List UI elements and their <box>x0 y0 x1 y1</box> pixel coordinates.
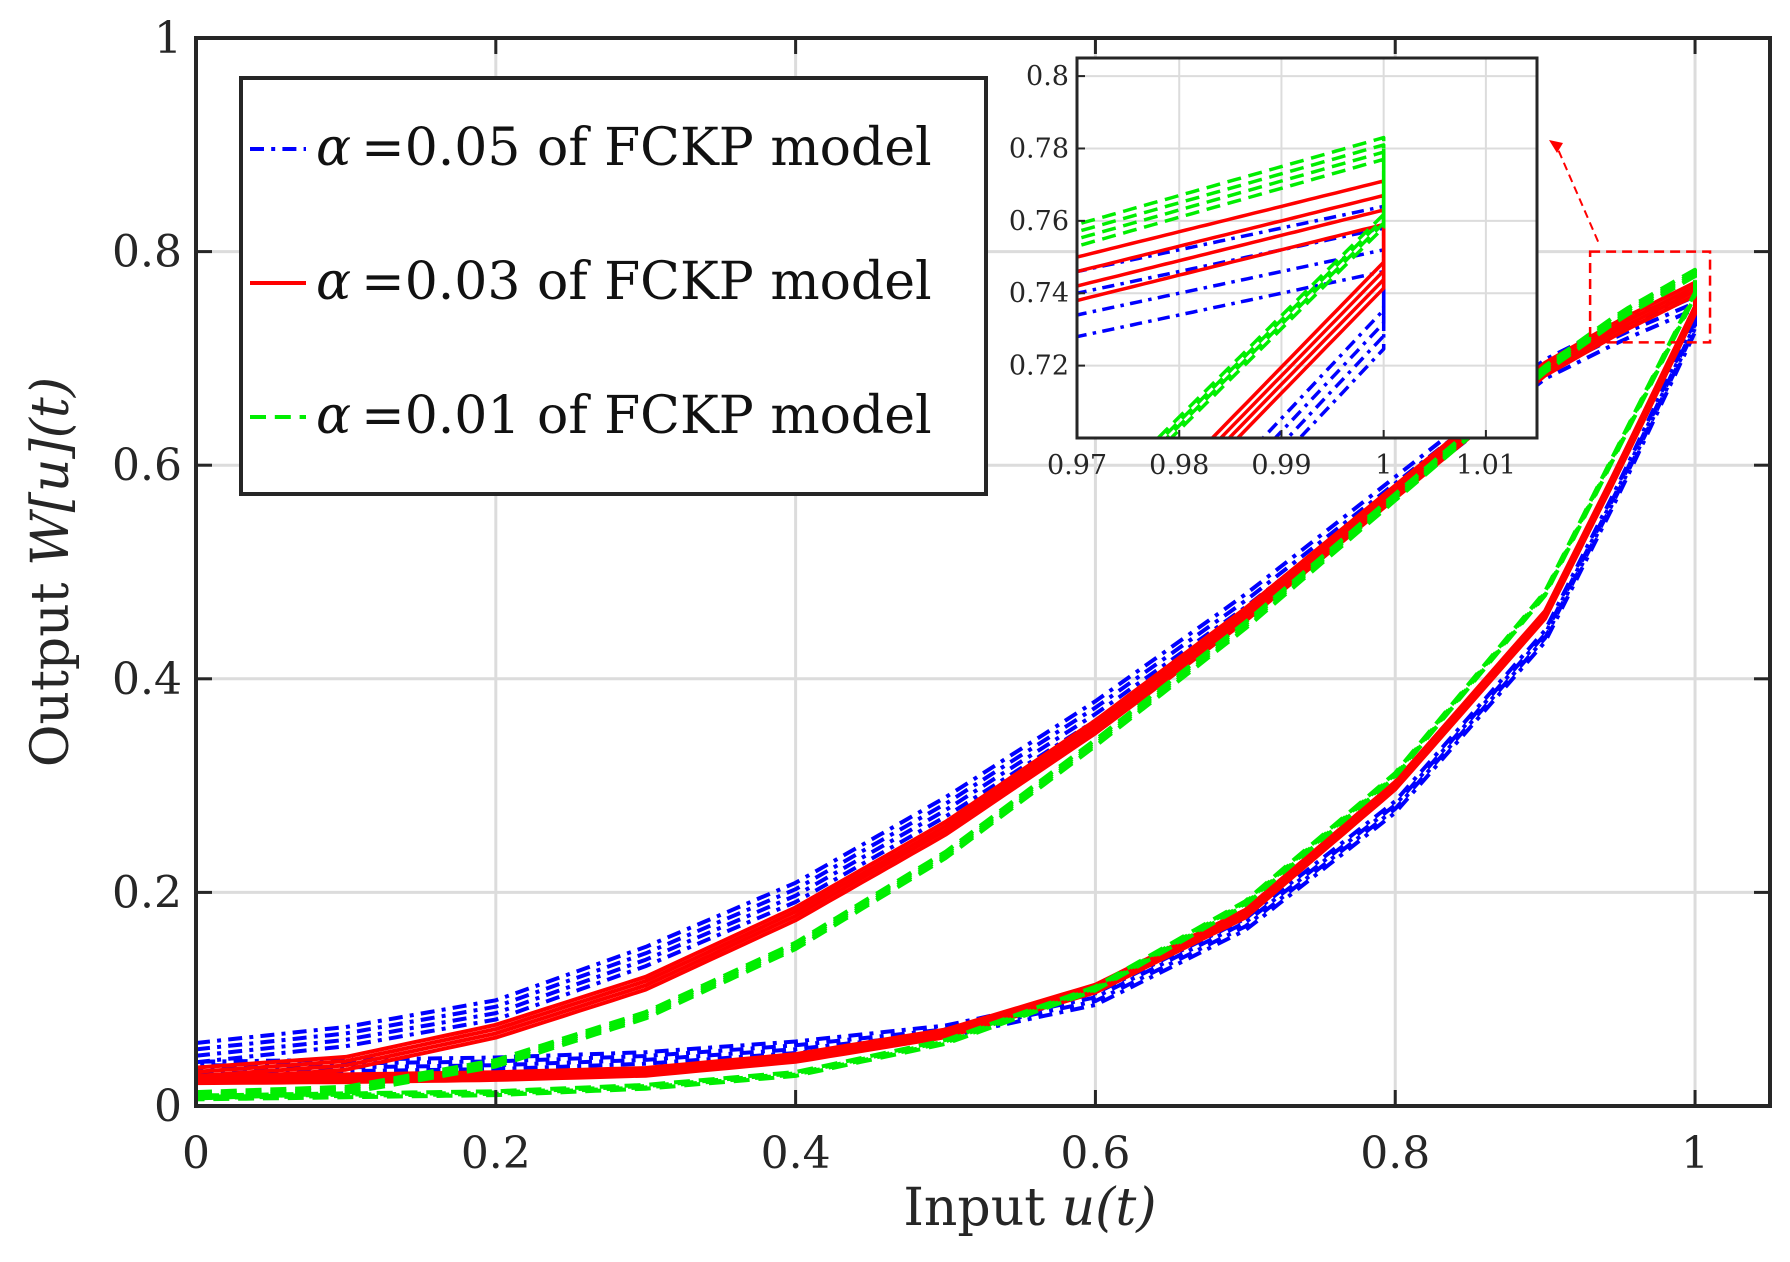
inset-x-tick-label: 1 <box>1375 450 1392 481</box>
y-tick-label: 0.2 <box>112 867 182 918</box>
y-tick-label: 0 <box>154 1081 182 1132</box>
zoom-arrow-head <box>1549 140 1563 153</box>
y-axis-label-math: W[u](t) <box>21 377 81 566</box>
x-axis-label-math: u(t) <box>1062 1178 1157 1238</box>
legend-alpha-symbol: α <box>316 252 351 312</box>
y-tick-label: 0.4 <box>112 654 182 705</box>
inset-ticks: 0.97 0.98 0.99 1 1.01 0.72 0.74 0.76 0.78 0.8 <box>1009 61 1516 481</box>
main-series-3 <box>196 267 1697 1102</box>
main-series-line <box>196 307 1697 1065</box>
legend-label: α =0.01 of FCKP model <box>316 386 932 446</box>
x-tick-label: 0 <box>182 1128 210 1179</box>
inset-x-tick-label: 1.01 <box>1456 450 1516 481</box>
x-axis-label: Input u(t) <box>903 1178 1156 1238</box>
legend-label: α =0.03 of FCKP model <box>316 252 932 312</box>
x-tick-label: 1 <box>1681 1128 1709 1179</box>
legend-box <box>239 76 988 496</box>
legend-item: α =0.05 of FCKP model <box>250 118 932 178</box>
inset-plot: 0.97 0.98 0.99 1 1.01 0.72 0.74 0.76 0.78 0.8 <box>1009 56 1539 481</box>
x-tick-label: 0.6 <box>1060 1128 1130 1179</box>
zoom-region-box <box>1588 250 1712 344</box>
plot-frame <box>194 36 1772 1108</box>
legend-label-text: =0.03 of FCKP model <box>361 252 932 312</box>
inset-x-tick-label: 0.99 <box>1251 450 1311 481</box>
main-series-line <box>196 267 1697 1102</box>
inset-series-3 <box>1077 135 1386 438</box>
inset-y-tick-label: 0.74 <box>1009 278 1069 309</box>
inset-y-tick-label: 0.76 <box>1009 206 1069 237</box>
x-axis-label-text: Input <box>903 1178 1061 1238</box>
y-axis-label-text: Output <box>21 566 81 767</box>
y-tick-label: 1 <box>154 13 182 64</box>
legend-alpha-symbol: α <box>316 118 351 178</box>
inset-x-tick-label: 0.97 <box>1047 450 1107 481</box>
inset-series-2 <box>1077 179 1386 438</box>
x-tick-label: 0.2 <box>461 1128 531 1179</box>
zoom-marker <box>1549 140 1712 344</box>
inset-y-tick-label: 0.78 <box>1009 133 1069 164</box>
main-series-group <box>196 267 1697 1102</box>
inset-y-tick-label: 0.72 <box>1009 351 1069 382</box>
legend-label-text: =0.05 of FCKP model <box>361 118 932 178</box>
inset-y-tick-label: 0.8 <box>1026 61 1069 92</box>
legend-label-text: =0.01 of FCKP model <box>361 386 932 446</box>
zoom-arrow-line <box>1556 146 1600 242</box>
legend-label: α =0.05 of FCKP model <box>316 118 932 178</box>
legend-item: α =0.01 of FCKP model <box>250 386 932 446</box>
legend-item: α =0.03 of FCKP model <box>250 252 932 312</box>
legend-alpha-symbol: α <box>316 386 351 446</box>
inset-series-line <box>1077 135 1386 438</box>
x-tick-label: 0.4 <box>761 1128 831 1179</box>
x-tick-label: 0.8 <box>1360 1128 1430 1179</box>
inset-x-tick-label: 0.98 <box>1149 450 1209 481</box>
inset-series-group <box>1077 135 1386 438</box>
y-axis-label: Output W[u](t) <box>21 377 81 767</box>
y-tick-label: 0.6 <box>112 440 182 491</box>
main-series-line <box>196 300 1697 1068</box>
inset-series-line <box>1077 179 1386 438</box>
inset-background <box>1077 58 1537 438</box>
main-ticks: 0 0.2 0.4 0.6 0.8 1 0 0.2 0.4 0.6 0.8 1 <box>112 13 1770 1179</box>
inset-frame <box>1075 56 1539 440</box>
y-tick-label: 0.8 <box>112 227 182 278</box>
